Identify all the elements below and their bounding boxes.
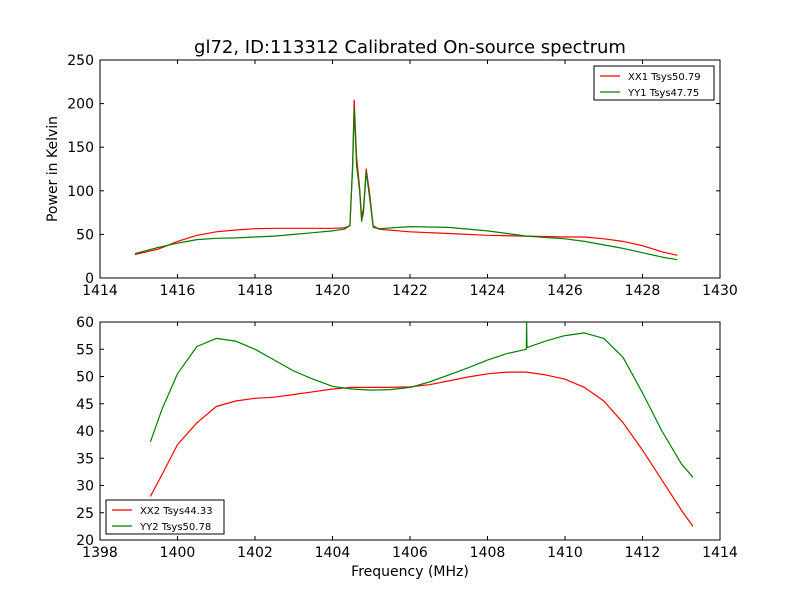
- y-tick-label: 20: [76, 533, 94, 549]
- x-tick-label: 1408: [470, 545, 506, 561]
- x-tick-label: 1414: [82, 283, 118, 299]
- y-tick-label: 50: [76, 370, 94, 386]
- top-chart-title: gl72, ID:113312 Calibrated On-source spe…: [194, 37, 626, 58]
- x-tick-label: 1422: [392, 283, 428, 299]
- y-tick-label: 25: [76, 506, 94, 522]
- x-tick-label: 1398: [82, 545, 118, 561]
- x-tick-label: 1424: [470, 283, 506, 299]
- x-tick-label: 1430: [702, 283, 738, 299]
- series-line-2-2: [149, 322, 694, 478]
- y-tick-label: 35: [76, 451, 94, 467]
- y-tick-label: 100: [67, 184, 94, 200]
- x-tick-label: 1402: [237, 545, 273, 561]
- top-plot-area: 1414 1416 1418 1420 1422 1424 1426 1428 1430 0 50 1…: [67, 53, 738, 299]
- x-tick-label: 1420: [315, 283, 351, 299]
- series-line-2-1: [149, 371, 694, 527]
- y-tick-label: 50: [76, 227, 94, 243]
- x-tick-label: 1400: [160, 545, 196, 561]
- y-tick-label: 0: [85, 271, 94, 287]
- x-tick-label: 1426: [547, 283, 583, 299]
- x-tick-label: 1410: [547, 545, 583, 561]
- x-tick-label: 1412: [625, 545, 661, 561]
- legend-label: XX2 Tsys44.33: [140, 506, 213, 517]
- bottom-chart-xlabel: Frequency (MHz): [351, 564, 469, 580]
- legend-label: YY1 Tsys47.75: [627, 88, 699, 99]
- y-tick-label: 200: [67, 97, 94, 113]
- bottom-plot-area: 1398 1400 1402 1404 1406 1408 1410 1412 1414 20 25…: [76, 315, 738, 561]
- series-line-1-2: [134, 108, 678, 261]
- legend-2: [105, 499, 225, 535]
- x-tick-label: 1406: [392, 545, 428, 561]
- y-tick-label: 40: [76, 424, 94, 440]
- y-tick-label: 60: [76, 315, 94, 331]
- top-chart-ylabel: Power in Kelvin: [45, 116, 61, 222]
- y-tick-label: 150: [67, 140, 94, 156]
- x-tick-label: 1416: [160, 283, 196, 299]
- x-tick-label: 1428: [625, 283, 661, 299]
- x-tick-label: 1414: [702, 545, 738, 561]
- legend-label: YY2 Tsys50.78: [139, 522, 211, 533]
- legend-label: XX1 Tsys50.79: [628, 72, 701, 83]
- x-tick-label: 1404: [315, 545, 351, 561]
- y-tick-label: 30: [76, 479, 94, 495]
- x-tick-label: 1418: [237, 283, 273, 299]
- y-tick-label: 55: [76, 342, 94, 358]
- y-tick-label: 45: [76, 397, 94, 413]
- legend-1: [593, 65, 715, 101]
- y-tick-label: 250: [67, 53, 94, 69]
